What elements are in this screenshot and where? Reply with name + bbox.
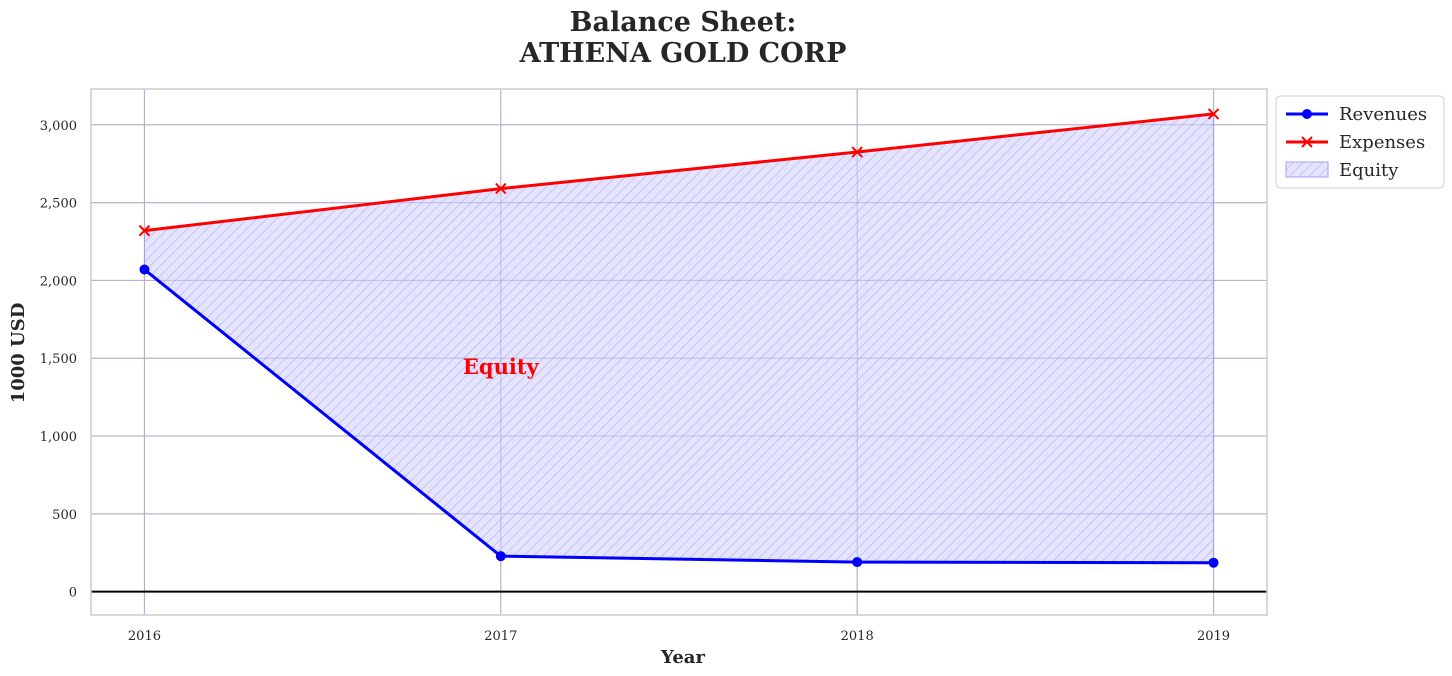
expenses-point: [495, 182, 507, 195]
expenses-line: [144, 112, 1214, 233]
x-tick-labels: 2016 2017 2018 2019: [128, 629, 1230, 644]
y-tick-label: 1,000: [40, 430, 77, 445]
x-tick-label: 2019: [1197, 629, 1230, 644]
legend-equity-label: Equity: [1339, 160, 1399, 181]
y-tick-label: 0: [69, 586, 77, 601]
y-tick-label: 500: [52, 508, 77, 523]
revenues-point: [495, 551, 506, 562]
revenues-point: [852, 557, 863, 568]
legend: Revenues Expenses Equity: [1275, 95, 1445, 189]
expenses-point: [138, 224, 151, 237]
revenues-point: [139, 264, 150, 275]
plot-frame: [90, 88, 1268, 616]
legend-expenses-marker: [1301, 136, 1313, 148]
x-axis-label: Year: [660, 647, 705, 668]
y-tick-label: 2,000: [40, 274, 77, 289]
chart-title-line1: Balance Sheet:: [570, 7, 797, 38]
y-tick-labels: 0 500 1,000 1,500 2,000 2,500 3,000: [40, 119, 77, 601]
y-axis-label: 1000 USD: [8, 303, 29, 404]
expenses-point: [1207, 108, 1220, 120]
chart-title-line2: ATHENA GOLD CORP: [519, 38, 847, 69]
legend-revenues-marker: [1302, 109, 1312, 119]
legend-revenues-label: Revenues: [1339, 104, 1427, 125]
x-tick-label: 2018: [841, 629, 874, 644]
legend-equity-swatch: [1285, 161, 1329, 178]
y-tick-label: 1,500: [40, 352, 77, 367]
y-tick-label: 3,000: [40, 119, 77, 134]
expenses-point: [851, 146, 863, 158]
revenues-line: [143, 268, 1214, 565]
legend-expenses-label: Expenses: [1339, 132, 1425, 153]
revenues-point: [1208, 557, 1219, 568]
x-tick-label: 2016: [128, 629, 161, 644]
y-tick-label: 2,500: [40, 197, 77, 212]
equity-annotation: Equity: [463, 354, 540, 379]
x-tick-label: 2017: [484, 629, 517, 644]
series-layer: [138, 108, 1220, 568]
